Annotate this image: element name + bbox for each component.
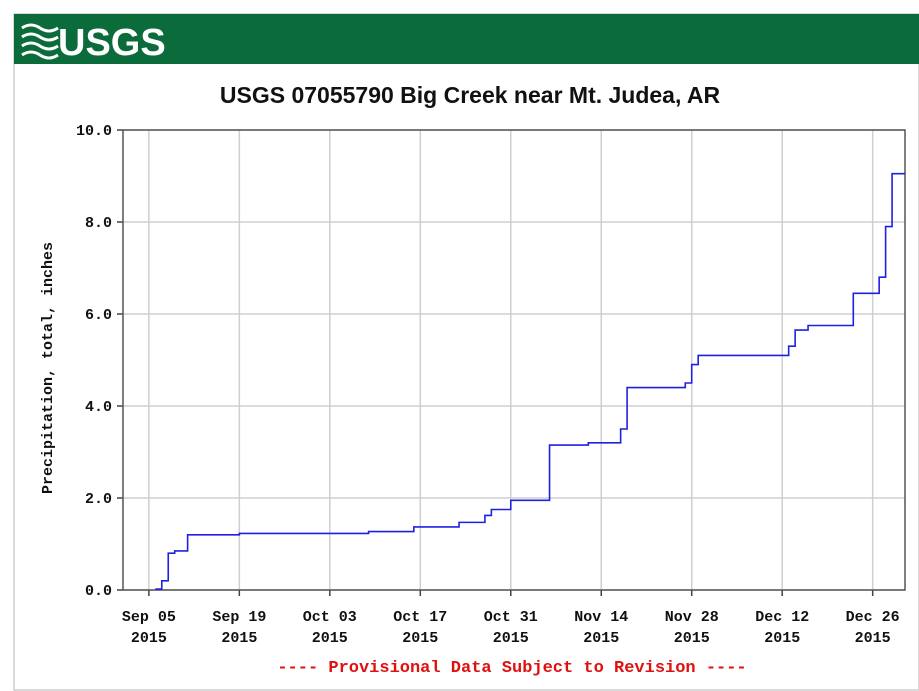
data-line [155,172,905,590]
x-tick-label: Sep 05 [122,609,176,626]
x-tick-label: Oct 17 [393,609,447,626]
x-tick-label: Nov 14 [574,609,628,626]
chart-title: USGS 07055790 Big Creek near Mt. Judea, … [220,82,721,108]
logo-text: USGS [58,22,166,64]
plot-background [123,130,905,590]
y-tick-label: 2.0 [85,491,112,508]
y-tick-label: 6.0 [85,307,112,324]
x-tick-label: Dec 26 [846,609,900,626]
x-tick-label: Oct 31 [484,609,538,626]
footnote: ---- Provisional Data Subject to Revisio… [277,659,746,678]
x-tick-year: 2015 [764,630,800,647]
x-tick-label: Nov 28 [665,609,719,626]
header-bar [14,14,919,64]
y-tick-label: 10.0 [76,123,112,140]
x-tick-year: 2015 [402,630,438,647]
x-tick-label: Sep 19 [212,609,266,626]
x-tick-year: 2015 [312,630,348,647]
y-axis-label: Precipitation, total, inches [40,242,57,494]
y-tick-label: 4.0 [85,399,112,416]
x-tick-label: Oct 03 [303,609,357,626]
x-tick-year: 2015 [674,630,710,647]
x-tick-year: 2015 [493,630,529,647]
x-tick-year: 2015 [131,630,167,647]
x-tick-label: Dec 12 [755,609,809,626]
y-tick-label: 8.0 [85,215,112,232]
plot-border [122,129,906,591]
y-tick-label: 0.0 [85,583,112,600]
x-tick-year: 2015 [855,630,891,647]
logo-icon [21,23,59,60]
plot-area: 0.0 2.0 4.0 6.0 8.0 10.0 Sep 05 2015 Sep 19 2015 O… [76,123,906,647]
x-tick-year: 2015 [221,630,257,647]
x-tick-year: 2015 [583,630,619,647]
